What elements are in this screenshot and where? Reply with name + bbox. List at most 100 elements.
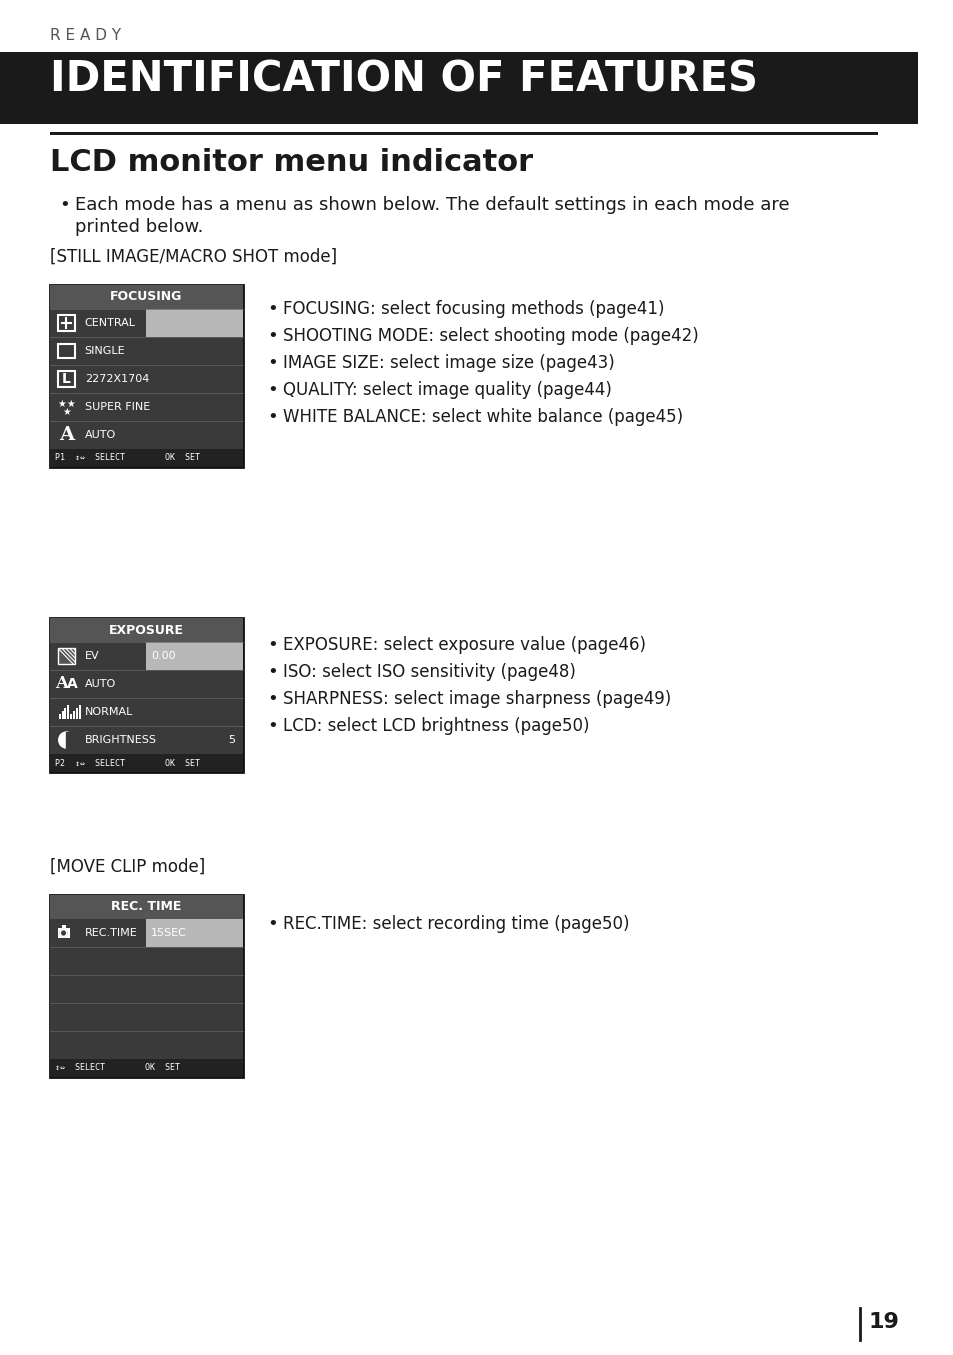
Bar — [146, 309, 242, 337]
Text: •: • — [267, 354, 278, 373]
Polygon shape — [67, 732, 74, 748]
Bar — [50, 1031, 242, 1060]
Text: IDENTIFICATION OF FEATURES: IDENTIFICATION OF FEATURES — [50, 58, 758, 100]
Text: SHARPNESS: select image sharpness (page49): SHARPNESS: select image sharpness (page4… — [283, 690, 671, 709]
Text: EV: EV — [85, 650, 99, 661]
Bar — [62, 925, 67, 928]
Text: SINGLE: SINGLE — [85, 346, 125, 356]
Text: [STILL IMAGE/MACRO SHOT mode]: [STILL IMAGE/MACRO SHOT mode] — [50, 248, 336, 266]
Text: AUTO: AUTO — [85, 430, 116, 440]
Text: FOCUSING: FOCUSING — [110, 290, 182, 304]
Bar — [50, 309, 242, 337]
Text: •: • — [60, 196, 71, 214]
Bar — [50, 698, 242, 726]
Text: BRIGHTNESS: BRIGHTNESS — [85, 734, 156, 745]
Text: ISO: select ISO sensitivity (page48): ISO: select ISO sensitivity (page48) — [283, 663, 576, 682]
Bar — [50, 896, 242, 919]
Text: ★: ★ — [62, 406, 71, 417]
Bar — [146, 919, 242, 947]
Text: •: • — [267, 299, 278, 318]
Text: REC. TIME: REC. TIME — [111, 901, 181, 913]
Bar — [50, 976, 242, 1003]
Bar — [50, 364, 242, 393]
Bar — [50, 1060, 242, 1077]
Text: •: • — [267, 381, 278, 398]
Text: NORMAL: NORMAL — [85, 707, 132, 717]
Text: 5: 5 — [228, 734, 234, 745]
Text: •: • — [267, 635, 278, 654]
Bar — [76, 709, 78, 720]
Text: 0.00: 0.00 — [151, 650, 175, 661]
Bar — [50, 131, 877, 136]
Text: LCD monitor menu indicator: LCD monitor menu indicator — [50, 148, 533, 178]
Text: 15SEC: 15SEC — [151, 928, 187, 938]
Bar — [50, 337, 242, 364]
Bar — [50, 753, 242, 772]
Text: REC.TIME: REC.TIME — [85, 928, 137, 938]
Text: L: L — [62, 373, 71, 386]
Bar — [59, 714, 61, 720]
Bar — [50, 285, 242, 467]
Text: A: A — [55, 676, 68, 692]
Text: ★: ★ — [67, 398, 75, 409]
Bar — [50, 393, 242, 421]
Text: REC.TIME: select recording time (page50): REC.TIME: select recording time (page50) — [283, 915, 629, 934]
Text: AUTO: AUTO — [85, 679, 116, 688]
Text: SHOOTING MODE: select shooting mode (page42): SHOOTING MODE: select shooting mode (pag… — [283, 327, 698, 346]
Bar — [50, 669, 242, 698]
Text: [MOVE CLIP mode]: [MOVE CLIP mode] — [50, 858, 205, 875]
Bar — [0, 51, 918, 125]
Text: P1  ↕⇔  SELECT        OK  SET: P1 ↕⇔ SELECT OK SET — [55, 454, 200, 462]
Text: LCD: select LCD brightness (page50): LCD: select LCD brightness (page50) — [283, 717, 589, 734]
Bar — [50, 642, 242, 669]
Bar — [50, 726, 242, 753]
Bar — [50, 421, 242, 449]
Bar — [71, 714, 72, 720]
Bar — [146, 642, 242, 669]
Text: CENTRAL: CENTRAL — [85, 318, 135, 328]
Circle shape — [60, 930, 67, 936]
Text: •: • — [267, 327, 278, 346]
Bar — [58, 648, 75, 664]
Text: QUALITY: select image quality (page44): QUALITY: select image quality (page44) — [283, 381, 611, 398]
Text: •: • — [267, 663, 278, 682]
Bar — [73, 711, 75, 720]
Text: printed below.: printed below. — [75, 218, 203, 236]
Bar — [50, 449, 242, 467]
Text: IMAGE SIZE: select image size (page43): IMAGE SIZE: select image size (page43) — [283, 354, 614, 373]
Text: R E A D Y: R E A D Y — [50, 28, 121, 43]
Text: Each mode has a menu as shown below. The default settings in each mode are: Each mode has a menu as shown below. The… — [75, 196, 789, 214]
Bar — [58, 928, 71, 938]
Bar — [50, 285, 242, 309]
Bar — [50, 896, 242, 1077]
Text: P2  ↕⇔  SELECT        OK  SET: P2 ↕⇔ SELECT OK SET — [55, 759, 200, 767]
Text: 19: 19 — [867, 1312, 898, 1332]
Text: ↕⇔  SELECT        OK  SET: ↕⇔ SELECT OK SET — [55, 1064, 180, 1073]
Bar — [50, 947, 242, 976]
Bar — [58, 371, 75, 388]
Text: •: • — [267, 717, 278, 734]
Text: FOCUSING: select focusing methods (page41): FOCUSING: select focusing methods (page4… — [283, 299, 664, 318]
Text: •: • — [267, 690, 278, 709]
Bar — [79, 705, 81, 720]
Bar — [50, 618, 242, 772]
Text: WHITE BALANCE: select white balance (page45): WHITE BALANCE: select white balance (pag… — [283, 408, 682, 425]
Bar — [58, 314, 75, 331]
Bar — [50, 618, 242, 642]
Text: •: • — [267, 408, 278, 425]
Text: EXPOSURE: select exposure value (page46): EXPOSURE: select exposure value (page46) — [283, 635, 645, 654]
Bar — [58, 344, 75, 358]
Text: EXPOSURE: EXPOSURE — [109, 623, 184, 637]
Text: SUPER FINE: SUPER FINE — [85, 402, 150, 412]
Bar — [62, 711, 64, 720]
Bar — [50, 1003, 242, 1031]
Circle shape — [59, 732, 74, 748]
Text: 2272X1704: 2272X1704 — [85, 374, 149, 383]
Text: ★: ★ — [57, 398, 66, 409]
Bar — [68, 705, 70, 720]
Text: A: A — [67, 678, 77, 691]
Text: •: • — [267, 915, 278, 934]
Bar — [50, 919, 242, 947]
Bar — [65, 709, 67, 720]
Text: A: A — [59, 425, 74, 444]
